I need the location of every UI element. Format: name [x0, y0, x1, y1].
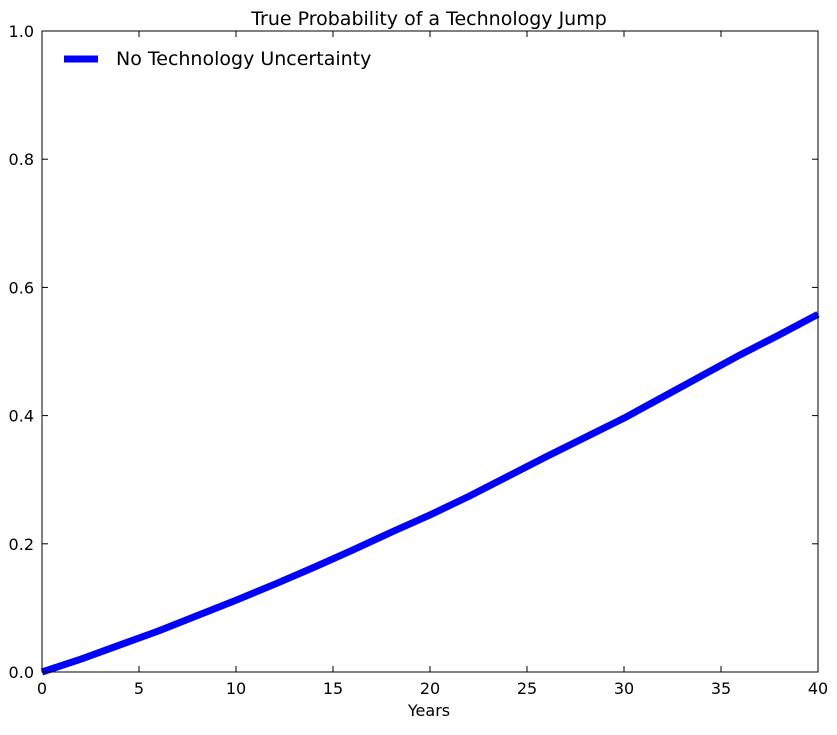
x-tick-label: 10 [226, 679, 246, 698]
x-tick-label: 15 [323, 679, 343, 698]
y-tick-label: 1.0 [9, 22, 34, 41]
y-tick-label: 0.0 [9, 663, 34, 682]
series-layer [40, 311, 820, 676]
y-tick-label: 0.4 [9, 407, 34, 426]
x-tick-label: 25 [517, 679, 537, 698]
x-tick-label: 5 [134, 679, 144, 698]
series-line [40, 311, 820, 676]
chart-title: True Probability of a Technology Jump [250, 8, 607, 30]
tick-layer: 0 5 10 15 20 25 30 35 40 0.0 0.2 0.4 0.6 0.8 1.0 [9, 22, 829, 698]
y-tick-label: 0.2 [9, 535, 34, 554]
x-tick-label: 40 [808, 679, 828, 698]
x-tick-label: 20 [420, 679, 440, 698]
legend: No Technology Uncertainty [64, 48, 371, 70]
x-tick-label: 35 [711, 679, 731, 698]
legend-label: No Technology Uncertainty [116, 48, 371, 70]
x-axis-label: Years [407, 701, 450, 720]
x-tick-label: 0 [37, 679, 47, 698]
y-tick-label: 0.8 [9, 150, 34, 169]
x-tick-label: 30 [614, 679, 634, 698]
y-tick-label: 0.6 [9, 278, 34, 297]
